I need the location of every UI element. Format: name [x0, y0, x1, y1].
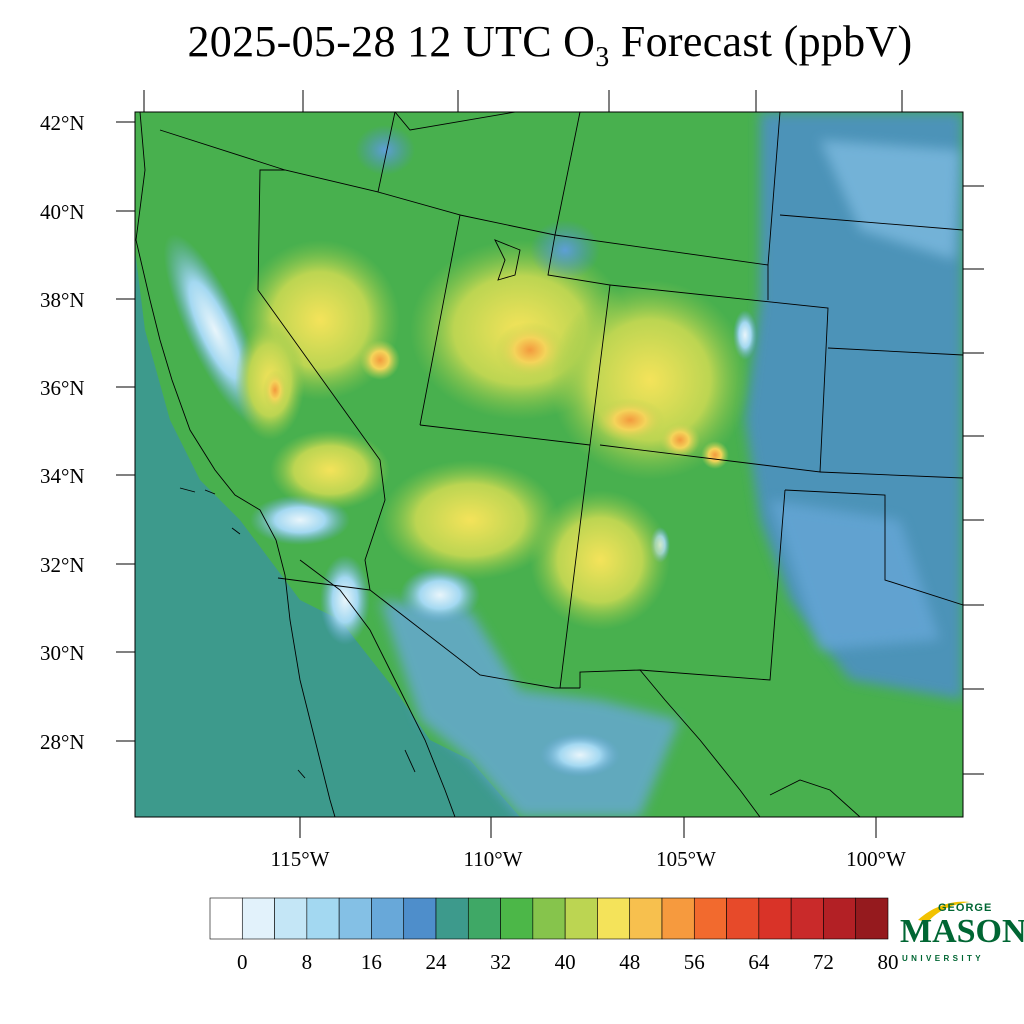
colorbar-swatch	[403, 897, 437, 940]
lon-label-105w: 105°W	[656, 847, 716, 871]
colorbar-swatch	[274, 897, 308, 940]
lat-label-36: 36°N	[40, 376, 85, 400]
big-bend-border	[769, 779, 861, 817]
logo-line-mason: MASON	[900, 913, 1024, 950]
lat-label-38: 38°N	[40, 288, 85, 312]
channel-island-3	[231, 527, 241, 535]
right-ticks	[963, 185, 984, 775]
colorbar-swatch	[467, 897, 501, 940]
colorbar-swatch	[855, 897, 889, 940]
channel-island-1	[179, 487, 196, 493]
colorbar-swatch	[209, 897, 243, 940]
colorbar-tick-label: 72	[813, 950, 834, 974]
gmu-swoosh-icon	[918, 901, 970, 922]
colorbar-swatch	[693, 897, 727, 940]
lon-label-115w: 115°W	[271, 847, 330, 871]
colorbar-swatch	[823, 897, 857, 940]
colorbar-tick-label: 40	[555, 950, 576, 974]
colorbar-swatch	[306, 897, 340, 940]
colorbar-swatch	[629, 897, 663, 940]
colorbar-swatch	[758, 897, 792, 940]
ks-ne-border	[827, 347, 963, 356]
colorbar-swatch	[597, 897, 631, 940]
lat-label-40: 40°N	[40, 200, 85, 224]
logo-line-george: GEORGE	[938, 902, 993, 914]
colorbar-tick-label: 48	[619, 950, 640, 974]
colorbar-swatch	[661, 897, 695, 940]
colorbar-swatch	[532, 897, 566, 940]
rio-grande	[639, 669, 761, 817]
gulf-of-california-coast	[299, 559, 456, 817]
colorbar-swatch	[338, 897, 372, 940]
pacific-coastline	[135, 112, 336, 817]
ca-nv-az-border	[257, 289, 386, 591]
lat-label-42: 42°N	[40, 111, 85, 135]
colorbar-swatch	[241, 897, 275, 940]
colorbar-swatch	[371, 897, 405, 940]
colorbar-labels: 0 8 16 24 32 40 48 56 64 72 80	[237, 950, 898, 974]
chart-title: 2025-05-28 12 UTC O3 Forecast (ppbV)	[187, 17, 913, 73]
political-boundaries	[135, 112, 963, 817]
map-frame	[134, 111, 964, 818]
colorbar-swatch	[790, 897, 824, 940]
great-salt-lake	[494, 239, 521, 281]
colorbar-tick-label: 8	[302, 950, 313, 974]
sd-ne-border	[779, 214, 963, 231]
wy-id-border	[554, 112, 581, 236]
colorbar	[209, 897, 889, 940]
id-mt-border	[394, 112, 516, 131]
lat-label-28: 28°N	[40, 730, 85, 754]
colorbar-swatch	[435, 897, 469, 940]
colorbar-tick-label: 24	[426, 950, 448, 974]
colorbar-tick-label: 16	[361, 950, 382, 974]
colorbar-swatch	[564, 897, 598, 940]
ca-nv-north-border	[257, 169, 285, 291]
az-nm-border	[559, 444, 591, 689]
ks-ok-border	[819, 471, 963, 479]
longitude-labels: 115°W 110°W 105°W 100°W	[271, 847, 907, 871]
tx-ok-border	[784, 489, 963, 606]
ca-mexico-border	[277, 577, 371, 591]
lon-label-100w: 100°W	[846, 847, 906, 871]
colorbar-tick-label: 64	[748, 950, 770, 974]
left-ticks	[116, 121, 135, 742]
lon-label-110w: 110°W	[464, 847, 523, 871]
az-mexico-border	[369, 589, 580, 689]
colorbar-tick-label: 32	[490, 950, 511, 974]
channel-island-2	[204, 489, 216, 495]
lat-label-34: 34°N	[40, 464, 85, 488]
ut-wy-co-border	[459, 214, 611, 446]
ut-az-border	[419, 424, 591, 446]
colorbar-swatch	[500, 897, 534, 940]
latitude-labels: 42°N 40°N 38°N 36°N 34°N 32°N 30°N 28°N	[40, 111, 85, 754]
lat-label-30: 30°N	[40, 641, 85, 665]
colorbar-tick-label: 56	[684, 950, 705, 974]
bottom-ticks	[299, 817, 877, 838]
top-ticks	[143, 90, 903, 112]
gmu-logo: GEORGE MASON UNIVERSITY	[898, 898, 1024, 978]
tiburon-island	[404, 749, 416, 773]
ozone-field	[135, 112, 963, 817]
colorbar-tick-label: 0	[237, 950, 248, 974]
colorbar-swatch	[726, 897, 760, 940]
nv-north-border	[159, 112, 396, 193]
co-border	[599, 284, 829, 473]
colorbar-tick-label: 80	[878, 950, 899, 974]
baja-island	[297, 769, 306, 779]
logo-line-university: UNIVERSITY	[902, 954, 985, 963]
lat-label-32: 32°N	[40, 553, 85, 577]
